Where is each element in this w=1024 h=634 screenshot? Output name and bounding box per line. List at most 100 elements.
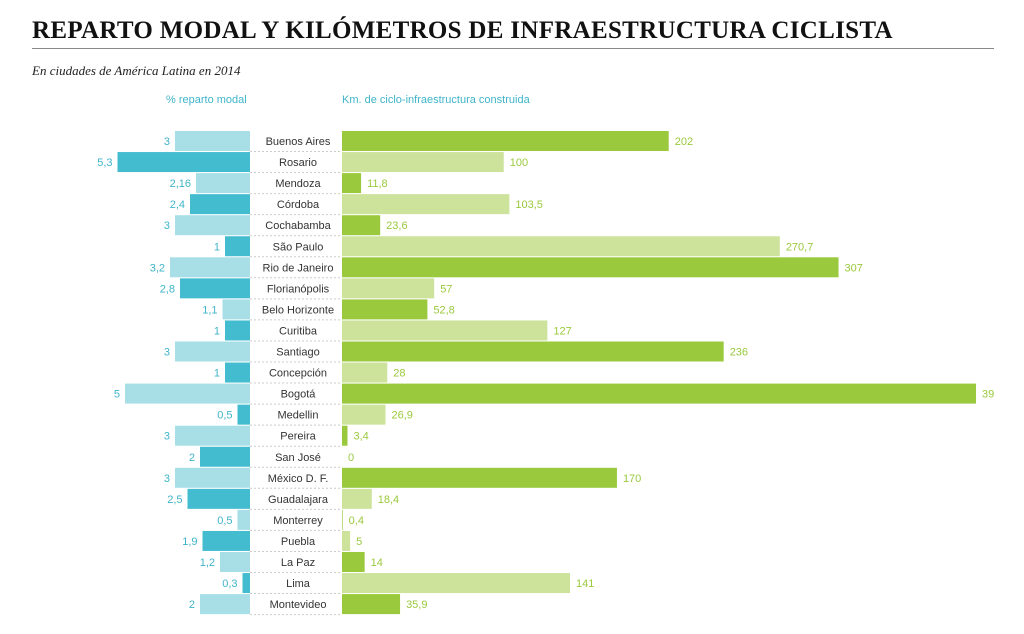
infrastructure-bar bbox=[342, 530, 351, 551]
infrastructure-bar bbox=[342, 299, 428, 320]
city-label: San José bbox=[275, 452, 321, 464]
modal-share-label: 5 bbox=[114, 389, 120, 401]
city-label: Florianópolis bbox=[267, 283, 330, 295]
modal-share-label: 1,2 bbox=[200, 557, 215, 569]
infrastructure-label: 26,9 bbox=[392, 410, 413, 422]
chart-subtitle: En ciudades de América Latina en 2014 bbox=[32, 63, 241, 78]
modal-share-bar bbox=[170, 257, 250, 278]
city-label: Santiago bbox=[276, 347, 319, 359]
infrastructure-label: 202 bbox=[675, 136, 693, 148]
city-label: La Paz bbox=[281, 557, 315, 569]
modal-share-bar bbox=[175, 131, 250, 151]
city-label: Medellin bbox=[278, 410, 319, 422]
infrastructure-label: 35,9 bbox=[406, 599, 427, 611]
infrastructure-bar bbox=[342, 488, 372, 509]
city-label: Pereira bbox=[280, 431, 316, 443]
infrastructure-label: 39 bbox=[982, 389, 994, 401]
modal-share-bar bbox=[187, 488, 250, 509]
modal-share-bar bbox=[117, 152, 250, 173]
infrastructure-bar bbox=[342, 257, 839, 278]
modal-share-bar bbox=[220, 552, 250, 572]
infrastructure-bar bbox=[342, 152, 504, 173]
chart-title: REPARTO MODAL Y KILÓMETROS DE INFRAESTRU… bbox=[32, 17, 893, 44]
modal-share-label: 1,1 bbox=[202, 304, 217, 316]
modal-share-label: 0,5 bbox=[217, 515, 232, 527]
infrastructure-label: 28 bbox=[393, 368, 405, 380]
infrastructure-label: 236 bbox=[730, 347, 748, 359]
infrastructure-bar bbox=[342, 383, 976, 404]
infrastructure-bar bbox=[342, 341, 724, 362]
infrastructure-label: 11,8 bbox=[367, 178, 388, 190]
infrastructure-bar bbox=[342, 509, 343, 530]
city-label: México D. F. bbox=[268, 473, 329, 485]
infrastructure-label: 23,6 bbox=[386, 220, 407, 232]
infrastructure-label: 52,8 bbox=[433, 304, 454, 316]
city-label: Monterrey bbox=[273, 515, 323, 527]
modal-share-bar bbox=[175, 215, 250, 236]
modal-share-bar bbox=[225, 236, 250, 257]
infrastructure-bar bbox=[342, 362, 388, 383]
city-label: São Paulo bbox=[273, 241, 324, 253]
city-label: Cochabamba bbox=[265, 220, 331, 232]
modal-share-header: % reparto modal bbox=[166, 94, 247, 106]
title-rule bbox=[32, 48, 994, 49]
city-label: Lima bbox=[286, 578, 311, 590]
modal-share-label: 2,5 bbox=[167, 494, 182, 506]
modal-share-label: 2,4 bbox=[170, 199, 185, 211]
infrastructure-label: 103,5 bbox=[515, 199, 543, 211]
city-label: Mendoza bbox=[275, 178, 321, 190]
infrastructure-label: 0,4 bbox=[349, 515, 364, 527]
modal-share-bar bbox=[225, 320, 250, 341]
infrastructure-bar bbox=[342, 131, 669, 151]
modal-share-bar bbox=[196, 173, 250, 194]
infrastructure-bar bbox=[342, 404, 386, 425]
infrastructure-label: 57 bbox=[440, 283, 452, 295]
modal-share-bar bbox=[225, 362, 250, 383]
modal-share-label: 5,3 bbox=[97, 157, 112, 169]
modal-share-bar bbox=[190, 194, 250, 215]
infrastructure-label: 141 bbox=[576, 578, 594, 590]
modal-share-bar bbox=[200, 446, 250, 467]
infrastructure-bar bbox=[342, 278, 435, 299]
modal-share-bar bbox=[175, 341, 250, 362]
infrastructure-label: 5 bbox=[356, 536, 362, 548]
modal-share-label: 2,16 bbox=[170, 178, 191, 190]
modal-share-label: 1 bbox=[214, 368, 220, 380]
city-label: Curitiba bbox=[279, 325, 318, 337]
infrastructure-label: 18,4 bbox=[378, 494, 399, 506]
modal-share-bar bbox=[237, 509, 250, 530]
modal-share-bar bbox=[222, 299, 250, 320]
infrastructure-bar bbox=[342, 573, 571, 594]
modal-share-label: 1 bbox=[214, 241, 220, 253]
infrastructure-bar bbox=[342, 425, 348, 446]
infrastructure-bar bbox=[342, 467, 617, 488]
infrastructure-bar bbox=[342, 552, 365, 572]
city-label: Guadalajara bbox=[268, 494, 329, 506]
modal-share-bar bbox=[242, 573, 250, 594]
modal-share-label: 2,8 bbox=[160, 283, 175, 295]
modal-share-label: 0,5 bbox=[217, 410, 232, 422]
infrastructure-bar bbox=[342, 215, 381, 236]
city-label: Belo Horizonte bbox=[262, 304, 334, 316]
city-label: Córdoba bbox=[277, 199, 320, 211]
modal-share-label: 3,2 bbox=[150, 262, 165, 274]
modal-share-bar bbox=[200, 594, 250, 615]
city-label: Montevideo bbox=[270, 599, 327, 611]
infrastructure-km-header: Km. de ciclo-infraestructura construida bbox=[342, 94, 530, 106]
infrastructure-bar bbox=[342, 236, 780, 257]
modal-share-label: 3 bbox=[164, 431, 170, 443]
infrastructure-label: 127 bbox=[553, 325, 571, 337]
infrastructure-label: 14 bbox=[371, 557, 383, 569]
modal-share-label: 2 bbox=[189, 452, 195, 464]
modal-share-label: 1 bbox=[214, 325, 220, 337]
infrastructure-label: 0 bbox=[348, 452, 354, 464]
city-label: Bogotá bbox=[281, 389, 317, 401]
infrastructure-label: 170 bbox=[623, 473, 641, 485]
modal-share-label: 3 bbox=[164, 347, 170, 359]
modal-share-bar bbox=[175, 425, 250, 446]
infrastructure-label: 307 bbox=[845, 262, 863, 274]
modal-share-label: 3 bbox=[164, 473, 170, 485]
infrastructure-bar bbox=[342, 594, 401, 615]
modal-share-label: 3 bbox=[164, 136, 170, 148]
